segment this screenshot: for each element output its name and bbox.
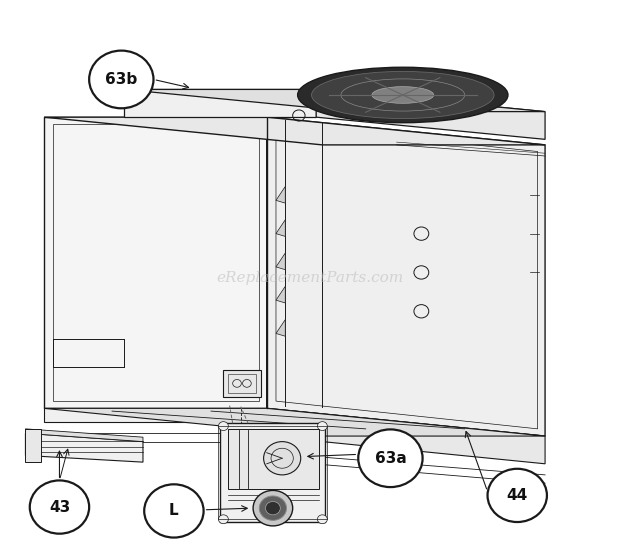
Circle shape: [259, 496, 286, 520]
Text: 63a: 63a: [374, 451, 406, 466]
Circle shape: [144, 484, 203, 538]
Text: 43: 43: [49, 499, 70, 514]
Text: L: L: [169, 503, 179, 518]
Circle shape: [89, 51, 154, 108]
Polygon shape: [276, 286, 285, 303]
Polygon shape: [276, 186, 285, 203]
Circle shape: [218, 421, 228, 430]
Circle shape: [317, 421, 327, 430]
Circle shape: [358, 429, 423, 487]
Polygon shape: [44, 117, 267, 408]
Polygon shape: [228, 429, 319, 489]
Polygon shape: [220, 423, 326, 522]
Ellipse shape: [311, 71, 494, 118]
Polygon shape: [25, 429, 143, 441]
Circle shape: [487, 469, 547, 522]
Polygon shape: [316, 90, 545, 140]
Circle shape: [218, 515, 228, 524]
Polygon shape: [25, 433, 143, 462]
Text: eReplacementParts.com: eReplacementParts.com: [216, 271, 404, 285]
Polygon shape: [125, 90, 316, 117]
Polygon shape: [276, 253, 285, 270]
Polygon shape: [267, 408, 545, 464]
Circle shape: [30, 480, 89, 534]
Circle shape: [265, 502, 280, 515]
Polygon shape: [44, 117, 545, 145]
Polygon shape: [276, 320, 285, 336]
Polygon shape: [25, 429, 41, 462]
Polygon shape: [267, 117, 545, 436]
Polygon shape: [223, 370, 260, 397]
Polygon shape: [125, 90, 545, 112]
Polygon shape: [44, 408, 545, 436]
Circle shape: [253, 490, 293, 526]
Text: 63b: 63b: [105, 72, 138, 87]
Polygon shape: [44, 408, 267, 422]
Text: 44: 44: [507, 488, 528, 503]
Ellipse shape: [372, 87, 434, 103]
Polygon shape: [276, 220, 285, 236]
Circle shape: [317, 515, 327, 524]
Ellipse shape: [298, 67, 508, 123]
Circle shape: [264, 441, 301, 475]
